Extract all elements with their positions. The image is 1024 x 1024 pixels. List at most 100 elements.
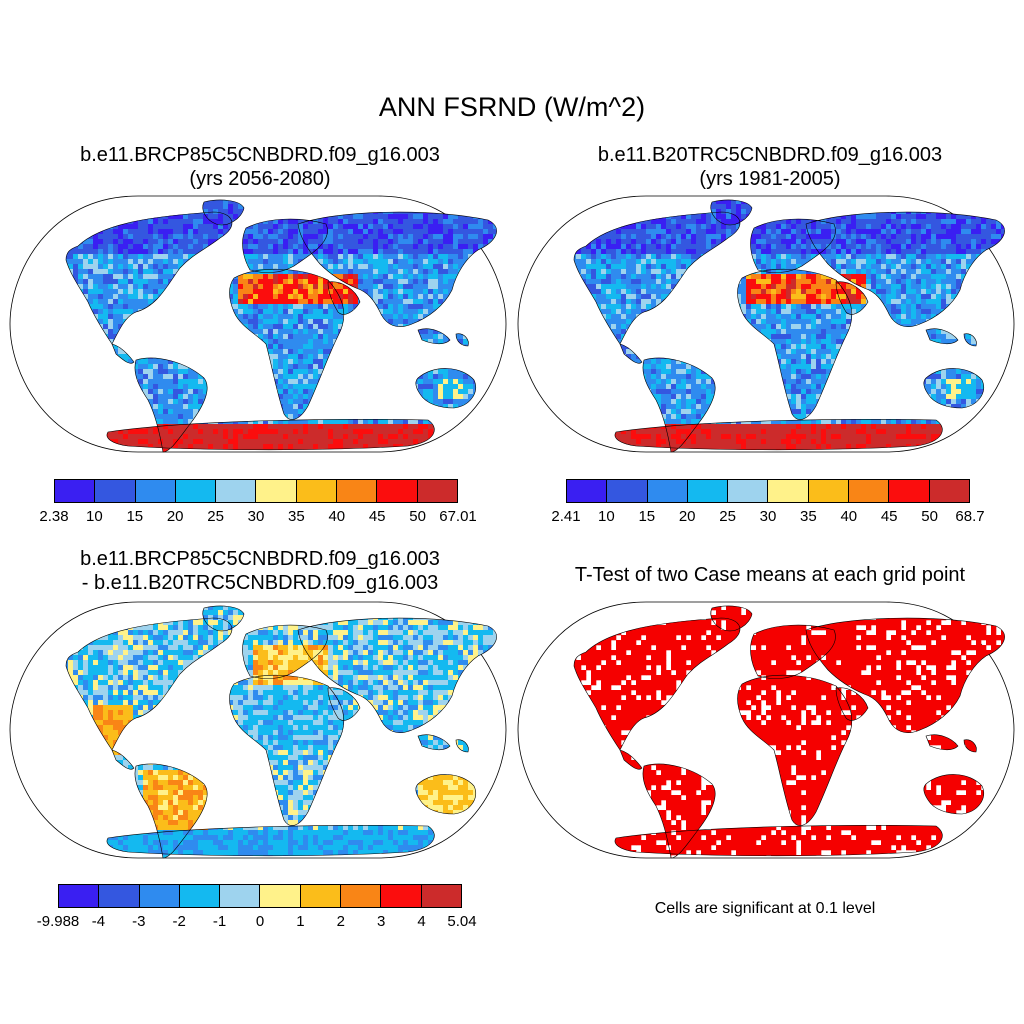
colorbar-tick-label: 0 [256,913,264,930]
colorbar-swatch [768,480,809,502]
coastline-se-asia [925,734,977,753]
coastline-greenland [710,605,753,632]
coastline-greenland [710,199,753,226]
colorbar-tick-label: -4 [92,913,105,930]
map-case2 [517,195,1015,453]
coastline-greenland [202,199,245,226]
coastline-arabia [327,281,361,315]
panel-title-ttest: T-Test of two Case means at each grid po… [520,563,1020,587]
colorbar-tick-label: -9.988 [37,913,80,930]
coastline-arabia [835,281,869,315]
panel-title-ttest-line1: T-Test of two Case means at each grid po… [520,563,1020,587]
colorbar-tick-label: 45 [881,508,898,525]
colorbar-swatch [220,885,261,907]
colorbar-swatch [300,885,342,907]
colorbar-tick-label: 35 [288,508,305,525]
colorbar-swatch [260,885,301,907]
colorbar-swatch [687,480,729,502]
colorbar-swatch [377,480,418,502]
colorbar-swatch [567,480,608,502]
coastline-north-america [573,211,741,345]
colorbar-tick-label: 50 [409,508,426,525]
colorbar-tick-label: -2 [173,913,186,930]
colorbar-tick-label: 30 [248,508,265,525]
colorbar-swatch [421,885,461,907]
coastline-antarctica [106,419,435,451]
colorbar-swatch [808,480,850,502]
coastline-europe [750,218,836,273]
colorbar-case1 [54,479,458,503]
colorbar-tick-label: 30 [760,508,777,525]
coastline-central-america [111,343,135,364]
colorbar-swatch [179,885,221,907]
colorbar-tick-label: 40 [840,508,857,525]
colorbar-tick-label: -1 [213,913,226,930]
coastline-europe [242,218,328,273]
colorbar-tick-label: 10 [86,508,103,525]
coastline-europe [750,624,836,679]
coastline-africa [737,268,853,420]
map-ttest [517,601,1015,859]
coastline-australia [415,774,476,815]
colorbar-tick-label: 15 [638,508,655,525]
colorbar-swatch [216,480,257,502]
colorbar-tick-label: 45 [369,508,386,525]
colorbar-tick-label: 67.01 [439,508,477,525]
colorbar-tick-label: 35 [800,508,817,525]
coastline-north-america [65,617,233,751]
colorbar-swatch [381,885,422,907]
colorbar-swatch [55,480,96,502]
coastline-se-asia [925,328,977,347]
colorbar-swatch [647,480,688,502]
coastline-australia [923,368,984,409]
coastline-south-america [134,763,208,859]
colorbar-tick-label: 25 [207,508,224,525]
colorbar-tick-label: 20 [679,508,696,525]
colorbar-swatch [889,480,930,502]
coastline-asia [297,617,497,733]
panel-title-case1-line1: b.e11.BRCP85C5CNBDRD.f09_g16.003 [30,143,490,167]
coastline-south-america [642,357,716,453]
coastline-australia [923,774,984,815]
panel-title-case2-line2: (yrs 1981-2005) [540,167,1000,191]
panel-title-difference: b.e11.BRCP85C5CNBDRD.f09_g16.003 - b.e11… [30,547,490,595]
colorbar-tick-label: 4 [417,913,425,930]
panel-title-case2-line1: b.e11.B20TRC5CNBDRD.f09_g16.003 [540,143,1000,167]
colorbar-swatch [95,480,136,502]
colorbar-tick-label: 2.38 [39,508,68,525]
colorbar-tick-label: 1 [296,913,304,930]
colorbar-tick-label: 15 [126,508,143,525]
colorbar-swatch [341,885,382,907]
panel-title-case1-line2: (yrs 2056-2080) [30,167,490,191]
coastline-asia [805,617,1005,733]
panel-title-difference-line2: - b.e11.B20TRC5CNBDRD.f09_g16.003 [30,571,490,595]
coastline-south-america [134,357,208,453]
main-title: ANN FSRND (W/m^2) [0,92,1024,123]
colorbar-swatch [135,480,176,502]
coastline-antarctica [614,825,943,857]
coastline-antarctica [614,419,943,451]
colorbar-tick-label: 5.04 [447,913,476,930]
colorbar-swatch [417,480,457,502]
coastline-central-america [111,749,135,770]
colorbar-swatch [607,480,648,502]
colorbar-swatch [296,480,338,502]
colorbar-swatch [337,480,378,502]
coastline-se-asia [417,328,469,347]
colorbar-swatch [59,885,100,907]
colorbar-swatch [929,480,969,502]
coastline-africa [229,268,345,420]
colorbar-tick-label: 10 [598,508,615,525]
colorbar-swatch [139,885,180,907]
coastline-arabia [835,687,869,721]
colorbar-swatch [99,885,140,907]
map-case1 [9,195,507,453]
colorbar-tick-label: 50 [921,508,938,525]
panel-title-case2: b.e11.B20TRC5CNBDRD.f09_g16.003 (yrs 198… [540,143,1000,191]
colorbar-swatch [256,480,297,502]
coastline-africa [737,674,853,826]
coastline-europe [242,624,328,679]
coastline-greenland [202,605,245,632]
coastline-north-america [65,211,233,345]
coastline-south-america [642,763,716,859]
